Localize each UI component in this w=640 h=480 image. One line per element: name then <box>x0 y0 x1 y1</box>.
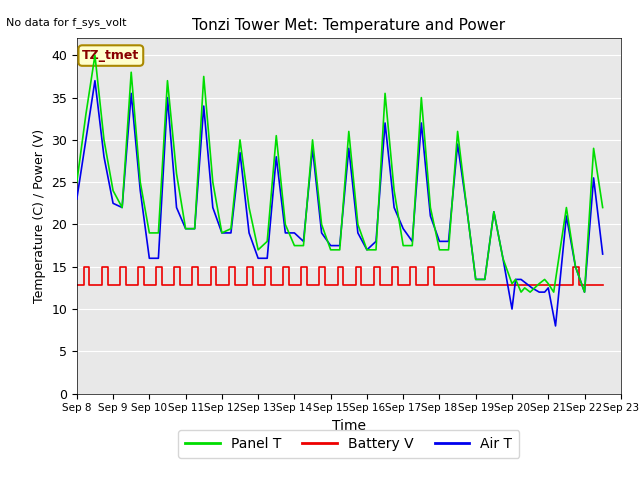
Battery V <box>261 264 269 270</box>
Panel T <box>545 281 552 287</box>
Line: Panel T: Panel T <box>77 55 603 292</box>
Panel T <box>127 69 135 75</box>
Battery V <box>370 264 378 270</box>
Text: No data for f_sys_volt: No data for f_sys_volt <box>6 17 127 28</box>
Battery V <box>116 264 124 270</box>
Panel T <box>517 289 525 295</box>
Air T <box>541 289 548 295</box>
Battery V <box>406 282 414 288</box>
Title: Tonzi Tower Met: Temperature and Power: Tonzi Tower Met: Temperature and Power <box>192 18 506 33</box>
Line: Air T: Air T <box>77 81 603 326</box>
Panel T <box>599 204 607 210</box>
Air T <box>599 251 607 257</box>
Battery V <box>98 282 106 288</box>
Air T <box>73 196 81 202</box>
Air T <box>417 120 425 126</box>
Line: Battery V: Battery V <box>77 267 603 285</box>
Panel T <box>73 180 81 185</box>
Y-axis label: Temperature (C) / Power (V): Temperature (C) / Power (V) <box>33 129 45 303</box>
Panel T <box>354 222 362 228</box>
Legend: Panel T, Battery V, Air T: Panel T, Battery V, Air T <box>179 430 519 458</box>
Text: TZ_tmet: TZ_tmet <box>82 49 140 62</box>
Panel T <box>227 226 235 231</box>
Panel T <box>91 52 99 58</box>
Air T <box>91 78 99 84</box>
Battery V <box>80 264 88 270</box>
Panel T <box>191 226 198 231</box>
Battery V <box>73 282 81 288</box>
Air T <box>227 230 235 236</box>
Air T <box>354 230 362 236</box>
Air T <box>191 226 198 231</box>
Air T <box>127 91 135 96</box>
Battery V <box>599 282 607 288</box>
Panel T <box>417 95 425 100</box>
Air T <box>552 323 559 329</box>
Battery V <box>86 264 93 270</box>
X-axis label: Time: Time <box>332 419 366 433</box>
